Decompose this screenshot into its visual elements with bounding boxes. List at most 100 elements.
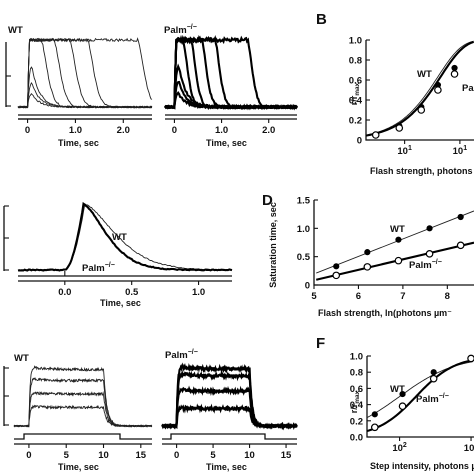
panel-letter-f: F	[316, 335, 325, 352]
panel-b: B r/rmax 0 0.2 0.4 0.6 0.8 1.0 101 101 WT Pa Fl…	[316, 11, 474, 176]
step-trace-3	[161, 362, 298, 431]
panel-letter-d: D	[262, 192, 273, 209]
data-point-f-1-0	[370, 423, 379, 432]
f-x-tick-label-0: 102	[392, 442, 407, 454]
stimulus-line-c	[18, 275, 232, 282]
fit-curve-b-0	[365, 40, 474, 136]
e-palm-x-tick-label-0: 0	[174, 450, 179, 461]
data-point-d-0-0	[333, 263, 340, 270]
b-ytick-label-4: 0.8	[349, 56, 362, 67]
trace-group-a-palm	[164, 34, 298, 111]
data-point-d-1-2	[394, 256, 403, 265]
wt-label-a: WT	[8, 25, 23, 36]
axes-b	[365, 40, 474, 141]
response-trace-0	[17, 92, 153, 109]
a-palm-x-tick-label-1: 1.0	[215, 125, 228, 136]
step-trace-2	[161, 369, 298, 431]
data-point-b-1-1	[395, 124, 404, 132]
legend-wt-c: WT	[112, 232, 127, 243]
step-trace-0	[13, 404, 153, 428]
regression-line-d-0	[316, 210, 474, 274]
palm-label-e: Palm−/−	[165, 349, 198, 361]
data-point-b-1-3	[434, 86, 442, 94]
step-trace-1	[13, 391, 153, 428]
d-ytick-label-2: 1.0	[297, 224, 310, 235]
e-wt-x-tick-label-0: 0	[26, 450, 31, 461]
legend-wt-b: WT	[417, 69, 432, 80]
data-point-d-1-3	[425, 250, 434, 258]
panel-f: F r/rmax 0.0 0.2 0.4 0.6 0.8 1.0 102 102 WT Pal…	[316, 335, 474, 471]
data-point-b-1-4	[450, 70, 459, 78]
response-trace-7	[164, 34, 297, 110]
c-x-tick-label-0: 0.0	[58, 287, 71, 298]
f-ytick-label-5: 1.0	[350, 352, 363, 363]
d-x-tick-label-2: 7	[400, 291, 405, 302]
trace-group-e-palm	[161, 362, 298, 431]
dim-flash-trace-1	[17, 201, 233, 272]
series-group-d	[315, 210, 474, 281]
panel-a: WT 0 1.0 2.0 Time, sec Palm−/− 0 1.0 2.0 Tim…	[5, 24, 298, 148]
e-wt-x-tick-label-2: 10	[98, 450, 109, 461]
x-axis-label-f: Step intensity, photons µm	[370, 461, 474, 471]
palm-label-a: Palm−/−	[164, 24, 197, 36]
response-trace-1	[17, 81, 152, 109]
panel-a-palm: Palm−/− 0 1.0 2.0 Time, sec	[164, 24, 298, 148]
legend-palm-c: Palm−/−	[82, 262, 115, 274]
e-palm-x-tick-label-1: 5	[210, 450, 216, 461]
f-ytick-label-2: 0.4	[350, 400, 364, 411]
legend-palm-f: Palm−/−	[416, 393, 449, 405]
e-palm-x-tick-label-3: 15	[281, 450, 292, 461]
data-point-f-0-1	[399, 390, 406, 398]
legend-palm-b: Pa	[462, 83, 474, 94]
y-axis-label-d: Saturation time, sec	[268, 202, 278, 288]
f-ytick-label-3: 0.6	[350, 384, 363, 395]
x-axis-label-c: Time, sec	[100, 298, 141, 308]
step-trace-3	[13, 365, 153, 428]
c-x-tick-label-1: 0.5	[125, 287, 139, 298]
response-trace-5	[17, 37, 153, 109]
data-point-d-0-2	[395, 236, 402, 243]
panel-e-wt: WT 0 5 10 15 Time, sec	[3, 353, 153, 472]
y-axis-label-f: r/rmax	[349, 390, 361, 413]
panel-e-palm: Palm−/− 0 5 10 15 Time, sec	[161, 349, 298, 472]
data-point-d-1-1	[363, 263, 372, 271]
stimulus-e-palm	[162, 433, 297, 440]
wt-label-e: WT	[14, 353, 29, 364]
data-point-f-0-0	[371, 411, 378, 418]
data-point-d-1-4	[456, 241, 465, 250]
data-point-b-1-2	[417, 106, 426, 114]
e-wt-x-tick-label-1: 5	[64, 450, 70, 461]
b-ytick-label-5: 1.0	[349, 36, 362, 47]
x-axis-label-e-palm: Time, sec	[206, 462, 247, 472]
panel-c: 0.0 0.5 1.0 WT Palm−/− Time, sec	[3, 201, 233, 308]
trace-group-c	[17, 201, 233, 272]
b-x-tick-label-0: 101	[397, 145, 412, 157]
f-ytick-label-0: 0.0	[350, 433, 363, 444]
x-axis-label-b: Flash strength, photons	[370, 166, 473, 176]
b-x-tick-label-1: 101	[453, 145, 468, 157]
response-trace-3	[17, 37, 153, 109]
f-ytick-label-1: 0.2	[350, 416, 363, 427]
d-ytick-label-0: 0	[305, 281, 310, 292]
step-trace-2	[13, 377, 153, 428]
b-ytick-label-3: 0.6	[349, 76, 362, 87]
series-group-f	[366, 354, 474, 433]
data-point-d-0-4	[457, 213, 464, 221]
legend-wt-f: WT	[390, 384, 405, 395]
d-x-tick-label-3: 8	[445, 291, 450, 302]
data-point-f-1-2	[429, 374, 438, 383]
a-wt-x-tick-label-1: 1.0	[69, 125, 82, 136]
trace-group-e-wt	[13, 365, 153, 428]
f-x-tick-label-1: 102	[464, 442, 474, 454]
b-ytick-label-2: 0.4	[349, 96, 363, 107]
series-group-b	[365, 40, 474, 139]
d-x-tick-label-0: 5	[311, 291, 317, 302]
data-point-f-1-3	[467, 354, 474, 363]
fit-curve-f-1	[366, 359, 474, 433]
data-point-b-0-4	[451, 64, 458, 72]
x-axis-label-a-palm: Time, sec	[206, 138, 247, 148]
y-axis-label-b: r/rmax	[349, 82, 361, 105]
fit-curve-f-0	[366, 361, 474, 418]
x-axis-label-e-wt: Time, sec	[58, 462, 99, 472]
